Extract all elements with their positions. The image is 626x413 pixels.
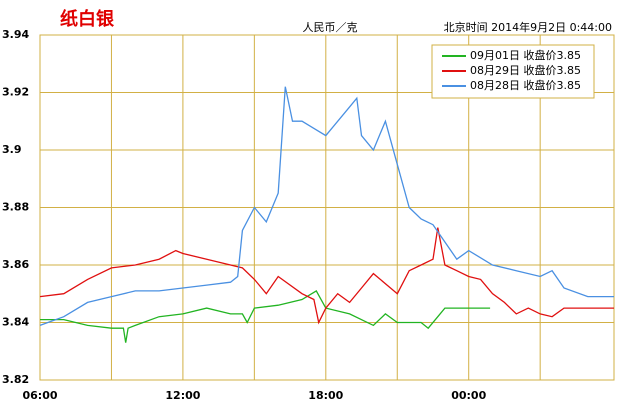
- x-tick-label: 00:00: [451, 389, 486, 402]
- chart-title: 纸白银: [60, 8, 115, 30]
- plot-border: [39, 34, 615, 381]
- x-tick-label: 12:00: [165, 389, 200, 402]
- series-line: [39, 227, 614, 325]
- y-tick-label: 3.9: [2, 143, 22, 156]
- y-tick-label: 3.86: [2, 258, 29, 271]
- y-tick-label: 3.92: [2, 86, 29, 99]
- y-tick-label: 3.94: [2, 28, 29, 41]
- y-tick-label: 3.84: [2, 316, 29, 329]
- y-tick-label: 3.82: [2, 373, 29, 386]
- legend-label: 09月01日 收盘价3.85: [470, 48, 581, 62]
- legend-label: 08月29日 收盘价3.85: [470, 63, 581, 77]
- series-line: [39, 86, 614, 327]
- series-line: [40, 289, 491, 343]
- y-tick-label: 3.88: [2, 201, 29, 214]
- unit-label: 人民币／克: [303, 21, 358, 34]
- timestamp: 北京时间 2014年9月2日 0:44:00: [444, 20, 612, 34]
- x-tick-label: 18:00: [308, 389, 343, 402]
- legend-label: 08月28日 收盘价3.85: [470, 78, 581, 92]
- x-tick-label: 06:00: [22, 389, 57, 402]
